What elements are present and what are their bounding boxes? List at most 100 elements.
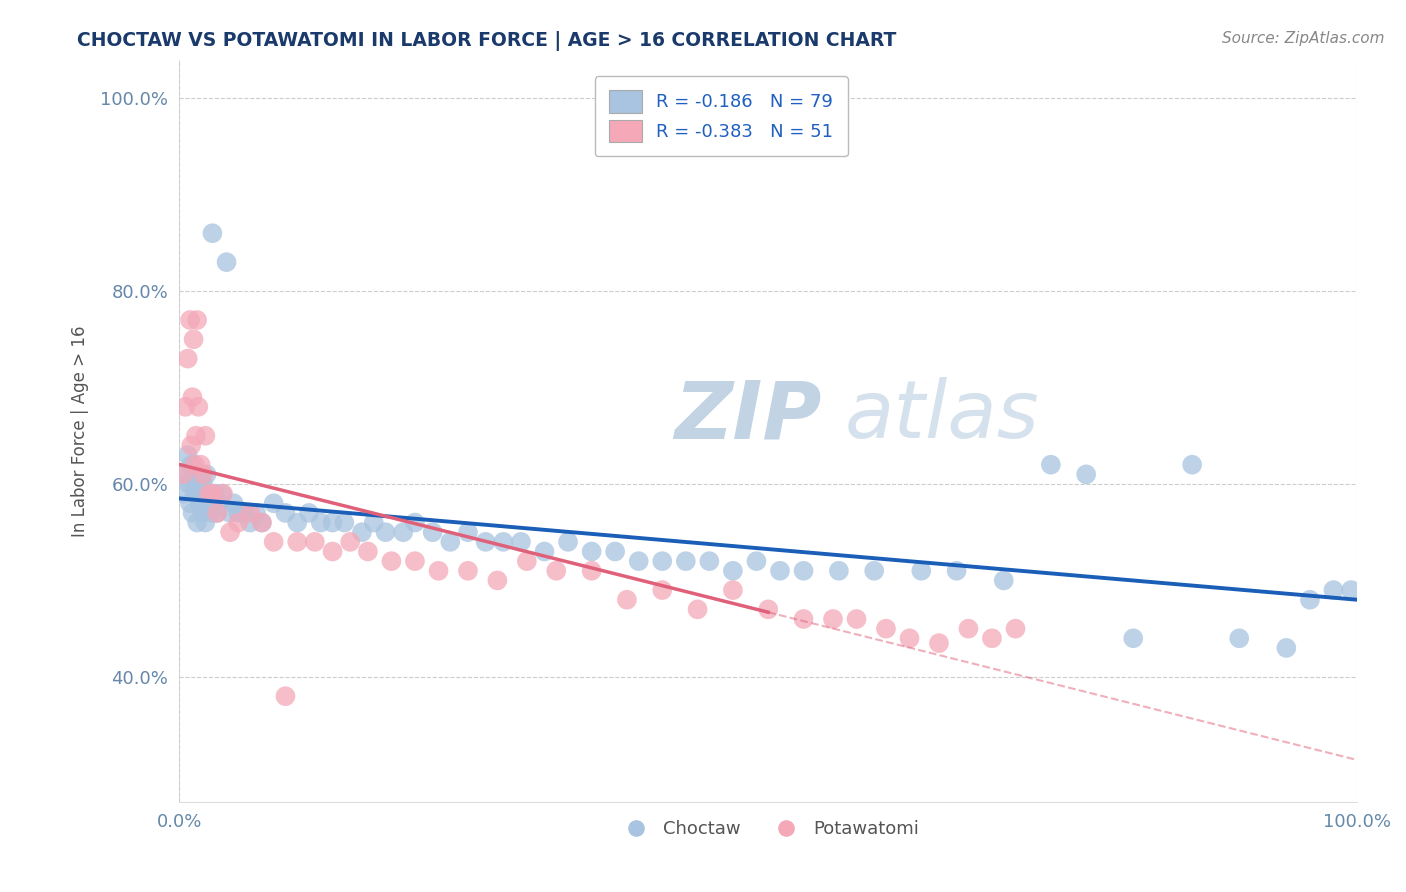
Point [322, 516, 344, 530]
Point [285, 534, 308, 549]
Point [191, 467, 214, 482]
Point [184, 458, 207, 472]
Point [486, 574, 509, 588]
Point [457, 564, 479, 578]
Point [404, 554, 426, 568]
Point [945, 564, 967, 578]
Point [190, 467, 212, 482]
Point [187, 400, 209, 414]
Point [184, 477, 207, 491]
Point [200, 506, 222, 520]
Point [898, 632, 921, 646]
Point [516, 554, 538, 568]
Point [183, 467, 205, 482]
Point [492, 534, 515, 549]
Text: atlas: atlas [845, 377, 1039, 455]
Point [721, 583, 744, 598]
Point [333, 516, 356, 530]
Point [793, 612, 815, 626]
Point [627, 554, 650, 568]
Point [186, 516, 208, 530]
Point [179, 496, 201, 510]
Point [250, 516, 273, 530]
Point [177, 351, 200, 366]
Point [557, 534, 579, 549]
Point [186, 313, 208, 327]
Point [274, 689, 297, 703]
Text: ZIP: ZIP [673, 377, 821, 455]
Point [191, 477, 214, 491]
Point [205, 506, 228, 520]
Point [205, 506, 228, 520]
Point [957, 622, 980, 636]
Point [863, 564, 886, 578]
Point [1039, 458, 1062, 472]
Point [304, 534, 326, 549]
Point [183, 332, 205, 346]
Point [184, 429, 207, 443]
Y-axis label: In Labor Force | Age > 16: In Labor Force | Age > 16 [72, 326, 89, 537]
Point [191, 506, 214, 520]
Point [172, 486, 194, 500]
Point [1181, 458, 1204, 472]
Point [875, 622, 897, 636]
Point [201, 226, 224, 240]
Point [201, 486, 224, 500]
Point [1122, 632, 1144, 646]
Point [190, 458, 212, 472]
Point [363, 516, 385, 530]
Point [374, 525, 396, 540]
Point [745, 554, 768, 568]
Point [184, 486, 207, 500]
Point [821, 612, 844, 626]
Point [181, 390, 204, 404]
Point [245, 506, 267, 520]
Point [285, 516, 308, 530]
Point [194, 516, 217, 530]
Point [651, 554, 673, 568]
Point [179, 313, 201, 327]
Text: CHOCTAW VS POTAWATOMI IN LABOR FORCE | AGE > 16 CORRELATION CHART: CHOCTAW VS POTAWATOMI IN LABOR FORCE | A… [77, 31, 897, 51]
Point [228, 506, 250, 520]
Point [380, 554, 402, 568]
Point [180, 438, 202, 452]
Point [222, 496, 245, 510]
Point [651, 583, 673, 598]
Point [177, 477, 200, 491]
Point [422, 525, 444, 540]
Point [208, 496, 231, 510]
Point [769, 564, 792, 578]
Point [910, 564, 932, 578]
Point [274, 506, 297, 520]
Point [1322, 583, 1344, 598]
Point [239, 506, 262, 520]
Point [721, 564, 744, 578]
Point [172, 467, 194, 482]
Point [616, 592, 638, 607]
Point [180, 458, 202, 472]
Point [1227, 632, 1250, 646]
Point [928, 636, 950, 650]
Point [427, 564, 450, 578]
Point [510, 534, 533, 549]
Point [198, 496, 221, 510]
Point [212, 486, 235, 500]
Point [793, 564, 815, 578]
Point [350, 525, 373, 540]
Point [474, 534, 496, 549]
Point [298, 506, 321, 520]
Point [756, 602, 779, 616]
Point [581, 544, 603, 558]
Point [219, 506, 242, 520]
Point [219, 525, 242, 540]
Point [181, 506, 204, 520]
Point [581, 564, 603, 578]
Point [215, 255, 238, 269]
Point [404, 516, 426, 530]
Point [457, 525, 479, 540]
Point [309, 516, 332, 530]
Point [322, 544, 344, 558]
Point [250, 516, 273, 530]
Point [174, 467, 197, 482]
Text: Source: ZipAtlas.com: Source: ZipAtlas.com [1222, 31, 1385, 46]
